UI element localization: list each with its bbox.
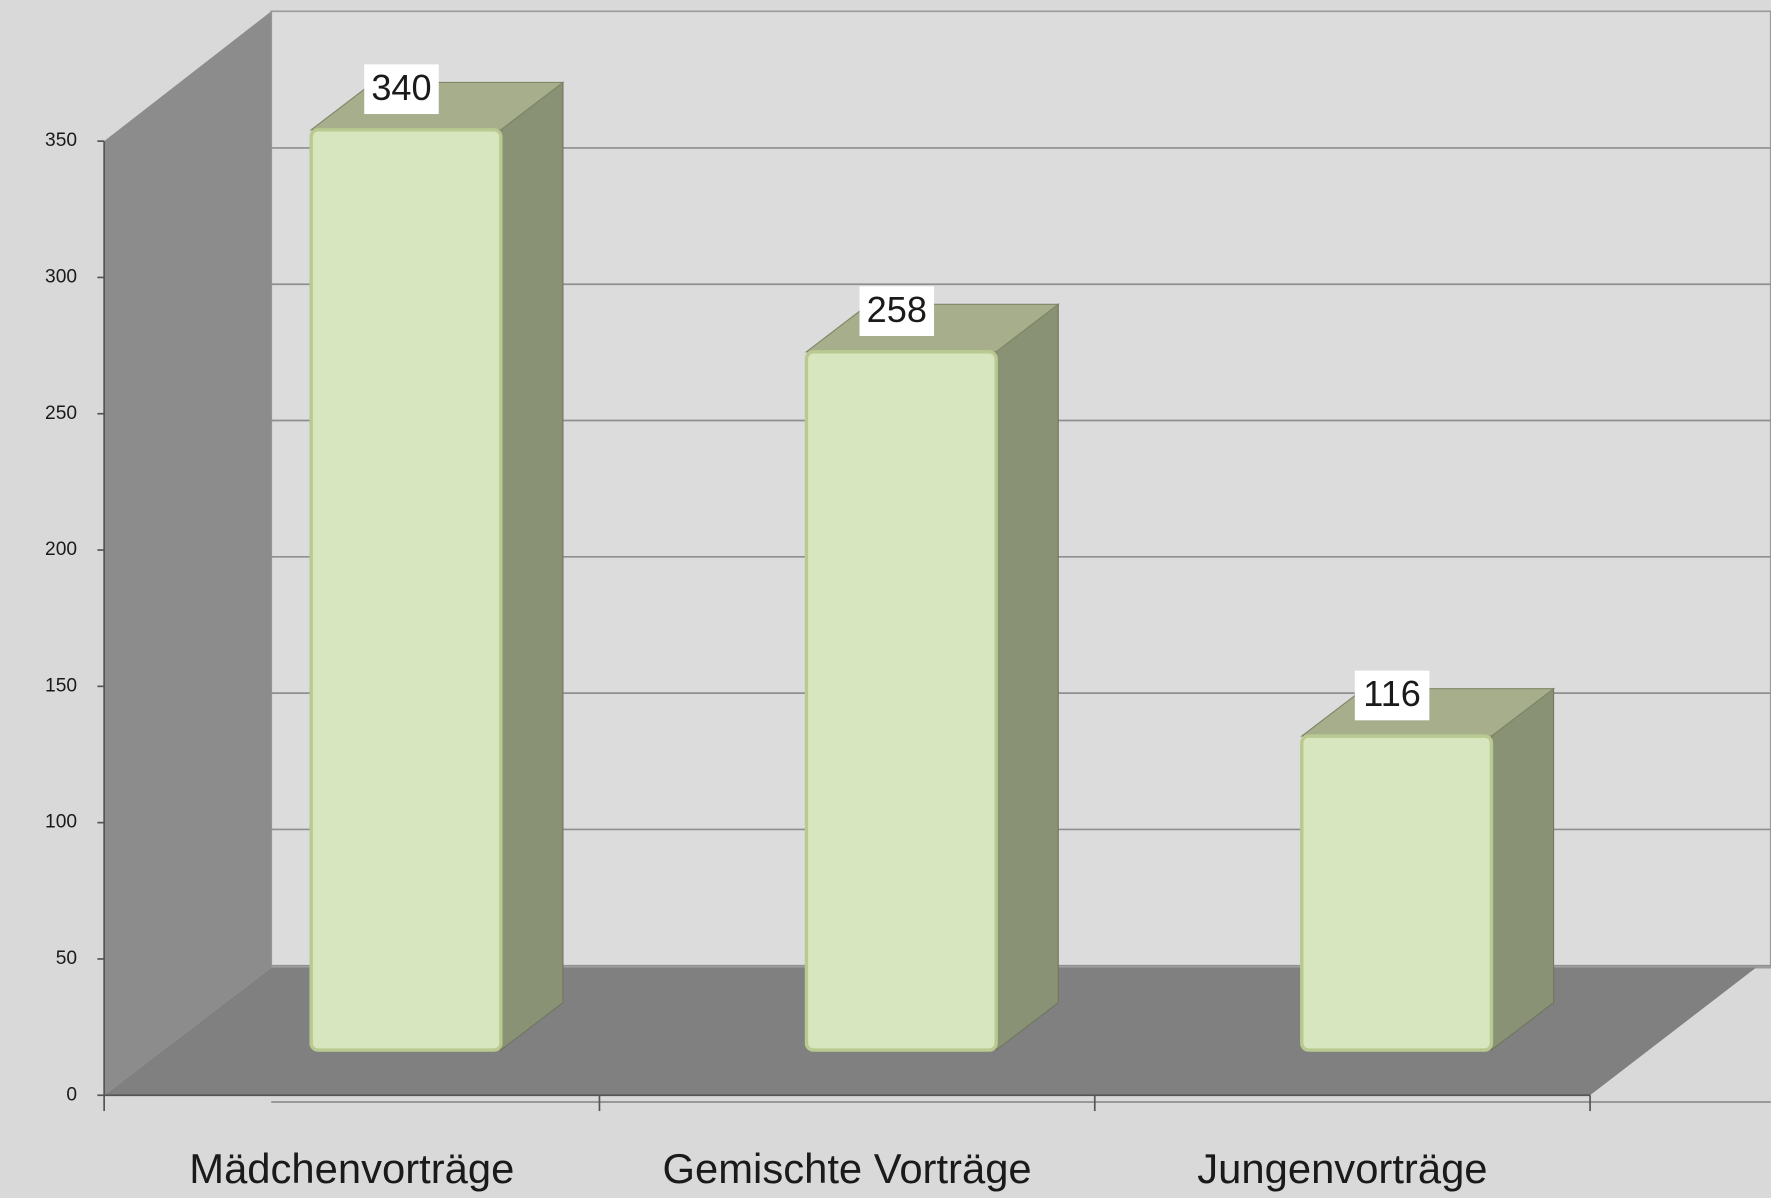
- bars: [309, 81, 1556, 1052]
- y-tick-label: 0: [66, 1084, 77, 1105]
- data-label: 340: [371, 67, 431, 108]
- data-label-box: [364, 64, 439, 115]
- y-tick-label: 50: [56, 948, 77, 969]
- y-tick-label: 300: [45, 267, 77, 288]
- bar: [1300, 734, 1494, 1052]
- y-tick-label: 200: [45, 539, 77, 560]
- bar-side: [500, 81, 564, 1052]
- bar: [309, 128, 503, 1052]
- y-tick-label: 350: [45, 130, 77, 151]
- labels: 0 50 100 150 200 250 300 350 Mädchenvorträge 340 G…: [45, 64, 1591, 1192]
- y-tick-label: 250: [45, 403, 77, 424]
- data-label-box: [859, 286, 935, 336]
- data-label: 258: [867, 289, 927, 330]
- data-label-box: [1354, 670, 1430, 721]
- bar-side: [995, 303, 1059, 1052]
- data-label: 116: [1363, 673, 1421, 714]
- bar: [804, 350, 998, 1052]
- side-wall: [104, 11, 272, 1096]
- x-tick-label: Jungenvorträge: [1197, 1145, 1487, 1192]
- y-tick-label: 100: [45, 812, 77, 833]
- bar-side: [1490, 687, 1555, 1052]
- x-tick-label: Mädchenvorträge: [189, 1145, 514, 1192]
- y-tick-label: 150: [45, 675, 77, 696]
- x-tick-label: Gemischte Vorträge: [663, 1145, 1032, 1192]
